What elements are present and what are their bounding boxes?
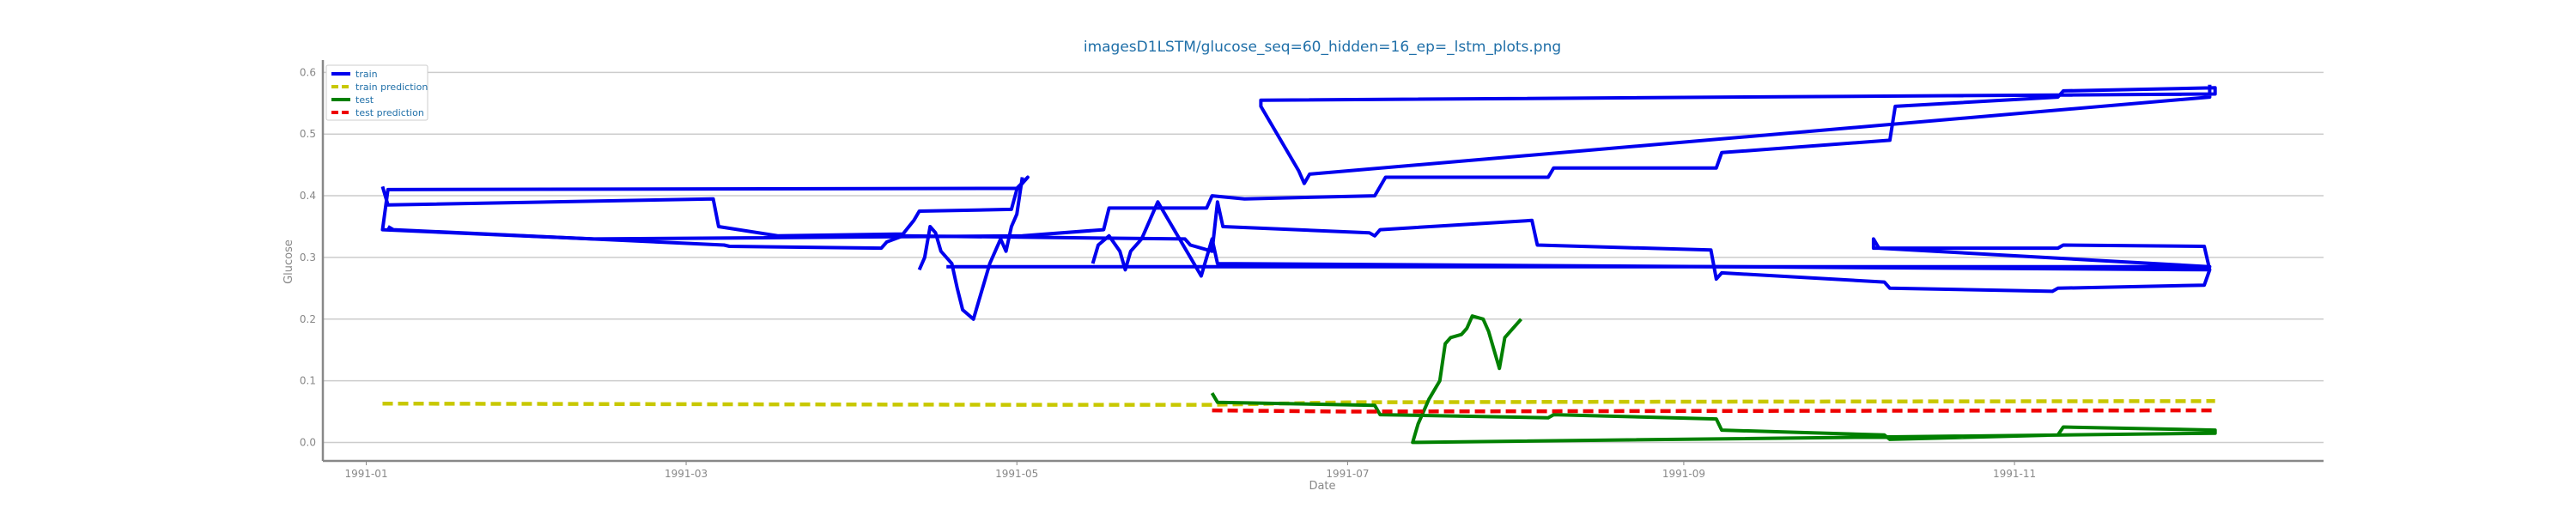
x-tick-label: 1991-03 [665, 468, 708, 480]
series-line-6 [1212, 408, 2215, 414]
series-line-3 [1091, 200, 2210, 278]
x-tick-label: 1991-05 [995, 468, 1038, 480]
series-line-0 [380, 84, 2217, 241]
series-line-2 [917, 177, 1024, 321]
x-tick-label: 1991-11 [1993, 468, 2036, 480]
x-tick-label: 1991-01 [344, 468, 387, 480]
x-tick-label: 1991-09 [1662, 468, 1705, 480]
y-tick-label: 0.2 [300, 313, 316, 325]
legend-box [325, 64, 428, 121]
series-line-1 [386, 200, 2212, 294]
chart-title: imagesD1LSTM/glucose_seq=60_hidden=16_ep… [1084, 39, 1561, 56]
y-axis-label: Glucose [283, 239, 295, 284]
legend-label: train [355, 69, 378, 80]
y-tick-label: 0.6 [300, 66, 316, 78]
legend-label: train prediction [355, 82, 428, 93]
x-axis-ticks: 1991-01 1991-03 1991-05 1991-07 1991-09 1991-… [344, 461, 2036, 480]
x-tick-label: 1991-07 [1326, 468, 1369, 480]
legend-label: test [355, 94, 374, 106]
series-line-5 [1210, 314, 2217, 445]
y-tick-label: 0.4 [300, 190, 316, 202]
x-axis-label: Date [1309, 480, 1335, 493]
series-line-4 [382, 399, 2215, 407]
legend-label: test prediction [355, 107, 424, 118]
y-tick-label: 0.1 [300, 375, 316, 387]
y-tick-label: 0.3 [300, 251, 316, 264]
y-axis-ticks: 0.0 0.1 0.2 0.3 0.4 0.5 0.6 [300, 66, 316, 448]
y-tick-label: 0.5 [300, 128, 316, 140]
y-tick-label: 0.0 [300, 436, 316, 448]
plot-area [380, 84, 2217, 445]
